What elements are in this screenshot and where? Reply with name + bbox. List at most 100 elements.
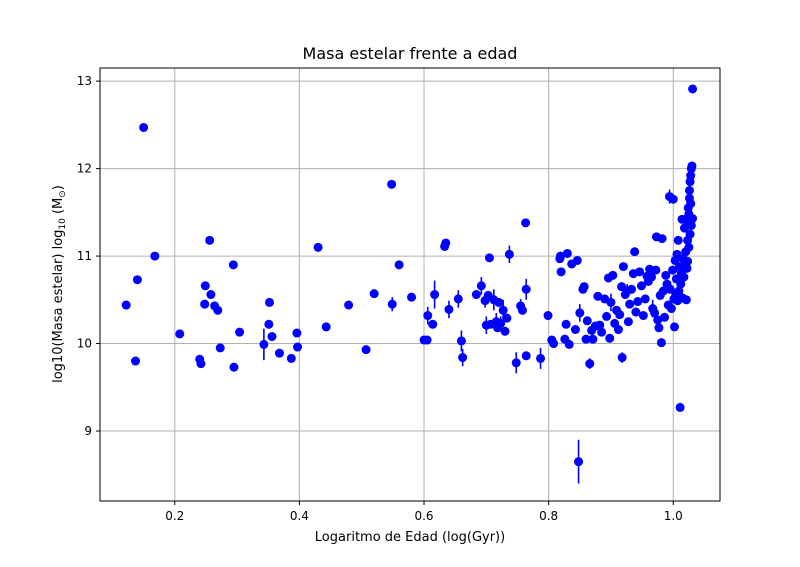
data-point-36 xyxy=(422,335,432,345)
data-point-171 xyxy=(684,242,694,252)
data-point-98 xyxy=(605,333,615,343)
data-point-74 xyxy=(556,267,566,277)
data-point-57 xyxy=(496,318,506,328)
data-point-43 xyxy=(453,294,463,304)
data-point-107 xyxy=(618,262,628,272)
x-tick-label-3: 0.8 xyxy=(539,509,558,523)
data-point-33 xyxy=(394,260,404,270)
data-point-180 xyxy=(686,220,696,230)
data-point-126 xyxy=(650,308,660,318)
data-point-111 xyxy=(625,299,635,309)
data-point-8 xyxy=(200,299,210,309)
data-point-32 xyxy=(387,299,397,309)
data-point-25 xyxy=(293,342,303,352)
data-point-59 xyxy=(500,326,510,336)
data-point-68 xyxy=(536,353,546,363)
y-axis-label: log10(Masa estelar) log10 (M⊙) xyxy=(51,185,68,383)
data-point-78 xyxy=(564,339,574,349)
data-point-9 xyxy=(200,281,210,291)
chart-title: Masa estelar frente a edad xyxy=(303,44,518,63)
data-point-117 xyxy=(635,267,645,277)
data-point-141 xyxy=(666,304,676,314)
y-tick-label-3: 12 xyxy=(77,162,92,176)
data-point-133 xyxy=(657,234,667,244)
y-tick-label-2: 11 xyxy=(77,249,92,263)
y-axis-label-unit-subscript: ⊙ xyxy=(58,190,68,198)
data-point-30 xyxy=(369,289,379,299)
x-tick-label-0: 0.2 xyxy=(165,509,184,523)
data-point-92 xyxy=(593,291,603,301)
data-point-100 xyxy=(608,270,618,280)
data-point-83 xyxy=(575,308,585,318)
data-point-80 xyxy=(570,325,580,335)
data-point-37 xyxy=(423,311,433,321)
y-axis-label-subscript: 10 xyxy=(58,218,68,230)
data-point-76 xyxy=(561,319,571,329)
x-tick-label-4: 1.0 xyxy=(664,509,683,523)
data-point-142 xyxy=(668,265,678,275)
data-point-73 xyxy=(555,251,565,261)
data-point-99 xyxy=(606,297,616,307)
data-point-124 xyxy=(646,272,656,282)
data-point-71 xyxy=(549,339,559,349)
data-point-134 xyxy=(658,286,668,296)
data-points xyxy=(121,84,698,484)
data-point-31 xyxy=(387,179,397,189)
data-point-17 xyxy=(235,327,245,337)
data-point-104 xyxy=(615,310,625,320)
data-point-118 xyxy=(636,281,646,291)
data-point-13 xyxy=(213,305,223,315)
data-point-164 xyxy=(681,295,691,305)
data-point-86 xyxy=(581,334,591,344)
data-point-152 xyxy=(674,286,684,296)
x-tick-label-1: 0.4 xyxy=(290,509,309,523)
axis-ticks: 0.2 0.4 0.6 0.8 1.0 9 10 11 12 13 xyxy=(77,74,683,523)
data-point-151 xyxy=(673,235,683,245)
y-tick-label-4: 13 xyxy=(77,74,92,88)
data-point-38 xyxy=(428,319,438,329)
data-point-2 xyxy=(132,275,142,285)
x-tick-label-2: 0.6 xyxy=(414,509,433,523)
data-point-132 xyxy=(656,338,666,348)
data-point-56 xyxy=(494,297,504,307)
plot-frame xyxy=(99,67,721,502)
data-point-175 xyxy=(685,229,695,239)
data-point-145 xyxy=(670,322,680,332)
data-point-1 xyxy=(131,356,141,366)
data-point-129 xyxy=(653,315,663,325)
data-point-42 xyxy=(444,304,454,314)
data-point-110 xyxy=(623,317,633,327)
data-point-16 xyxy=(229,362,239,372)
data-point-58 xyxy=(498,305,508,315)
data-point-0 xyxy=(121,300,131,310)
y-axis-label-unit-close: ) xyxy=(51,185,66,190)
data-point-66 xyxy=(521,284,531,294)
data-point-85 xyxy=(579,282,589,292)
data-point-135 xyxy=(660,312,670,322)
data-point-181 xyxy=(687,161,697,171)
data-point-120 xyxy=(640,294,650,304)
data-point-39 xyxy=(430,290,440,300)
data-point-5 xyxy=(175,329,185,339)
data-point-94 xyxy=(597,327,607,337)
data-point-51 xyxy=(484,253,494,263)
data-point-106 xyxy=(617,353,627,363)
data-point-20 xyxy=(264,297,274,307)
data-point-119 xyxy=(638,311,648,321)
data-point-41 xyxy=(441,238,451,248)
data-point-114 xyxy=(630,247,640,257)
data-point-116 xyxy=(633,297,643,307)
data-point-81 xyxy=(572,255,582,265)
data-point-182 xyxy=(688,213,698,223)
data-point-177 xyxy=(686,199,696,209)
data-point-140 xyxy=(665,284,675,294)
data-point-26 xyxy=(313,242,323,252)
data-point-82 xyxy=(574,457,584,467)
data-point-23 xyxy=(286,353,296,363)
data-point-93 xyxy=(595,320,605,330)
y-tick-label-1: 10 xyxy=(77,337,92,351)
grid-lines xyxy=(100,68,720,501)
data-point-10 xyxy=(205,235,215,245)
y-axis-label-unit-open: (M xyxy=(51,198,66,218)
